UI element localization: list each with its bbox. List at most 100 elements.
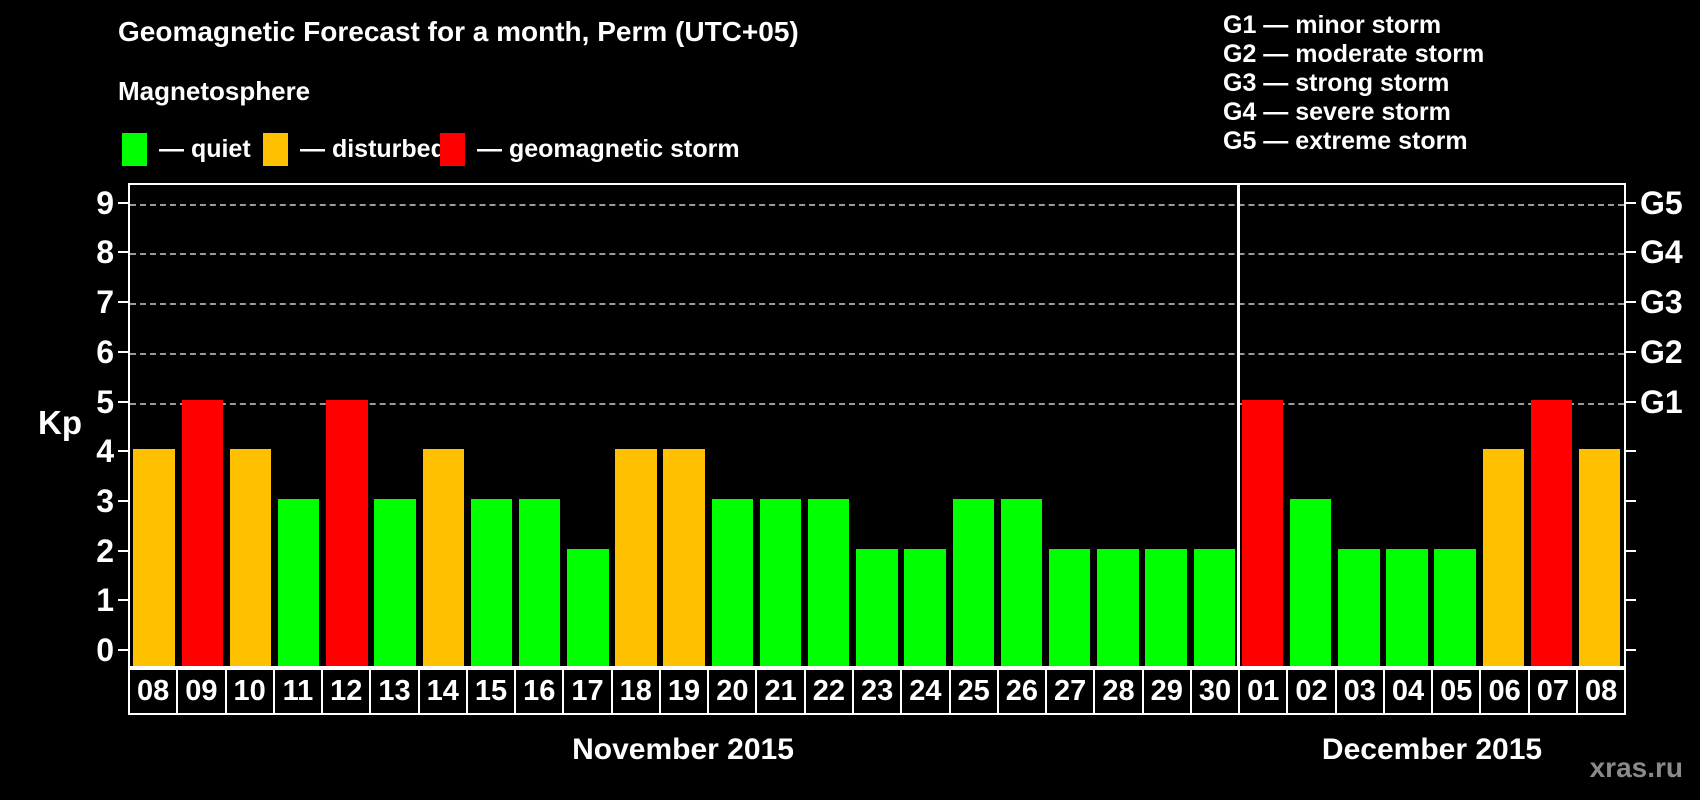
legend-item-storm: — geomagnetic storm (440, 132, 740, 166)
kp-bar-november-13 (374, 498, 416, 666)
left-tick-mark (118, 649, 128, 651)
legend-item-quiet: — quiet (122, 132, 251, 166)
kp-bar-november-23 (856, 548, 898, 666)
bar-cell (419, 185, 467, 666)
date-label-december-02: 02 (1286, 668, 1337, 715)
date-label-december-06: 06 (1479, 668, 1530, 715)
date-label-november-17: 17 (562, 668, 613, 715)
date-label-december-05: 05 (1431, 668, 1482, 715)
right-tick-mark (1626, 301, 1636, 304)
plot-area (128, 183, 1626, 668)
kp-bar-november-24 (904, 548, 946, 666)
date-label-november-13: 13 (369, 668, 420, 715)
kp-bar-december-02 (1289, 498, 1332, 666)
date-label-november-23: 23 (851, 668, 903, 715)
kp-bar-november-21 (759, 498, 802, 666)
kp-bar-december-03 (1338, 548, 1380, 666)
left-tick-mark (118, 499, 128, 502)
kp-tick-label-0: 0 (96, 632, 114, 668)
bar-cell (1046, 185, 1094, 666)
kp-bar-november-22 (808, 498, 850, 666)
bar-cell (949, 185, 997, 666)
kp-bar-december-07 (1530, 399, 1573, 666)
bar-cell (178, 185, 226, 666)
date-label-december-04: 04 (1382, 668, 1434, 715)
date-label-november-26: 26 (996, 668, 1048, 715)
legend-label-quiet: — quiet (159, 134, 251, 163)
storm-color-swatch (440, 132, 465, 166)
date-label-november-14: 14 (417, 668, 468, 715)
kp-tick-label-2: 2 (96, 532, 114, 569)
page-title: Geomagnetic Forecast for a month, Perm (… (118, 16, 799, 47)
disturbed-color-swatch (263, 132, 288, 166)
kp-bar-december-01 (1241, 399, 1284, 666)
bar-cell (1576, 185, 1624, 666)
bar-cell (467, 185, 515, 666)
date-label-row: 08 09 10 11 12 13 14 15 16 17 18 19 20 21 22 23 24 25 26 27… (128, 668, 1627, 715)
kp-bar-december-05 (1434, 548, 1476, 666)
left-tick-mark (118, 350, 128, 353)
bar-cell (1527, 185, 1575, 666)
left-tick-mark (118, 450, 128, 453)
month-caption-december: December 2015 (1321, 733, 1543, 766)
kp-tick-label-7: 7 (96, 284, 114, 321)
right-tick-mark (1626, 251, 1636, 254)
date-label-november-28: 28 (1093, 668, 1144, 715)
kp-bar-december-06 (1482, 449, 1525, 666)
bar-cell (853, 185, 901, 666)
month-separator-line (1237, 185, 1241, 666)
kp-bar-november-28 (1097, 548, 1139, 666)
date-label-november-22: 22 (803, 668, 854, 715)
watermark-xras: xras.ru (1589, 752, 1683, 783)
date-label-november-29: 29 (1141, 668, 1192, 715)
kp-tick-label-5: 5 (96, 383, 114, 420)
kp-bar-november-12 (326, 399, 368, 666)
bar-cell (1479, 185, 1527, 666)
bar-cell (901, 185, 949, 666)
date-label-december-01: 01 (1238, 668, 1289, 715)
g-legend-line: G4 — severe storm (1223, 98, 1451, 126)
bar-cell (805, 185, 853, 666)
date-label-december-03: 03 (1334, 668, 1385, 715)
date-label-november-10: 10 (224, 668, 275, 715)
bar-cell (1287, 185, 1335, 666)
g-tick-label-g4: G4 (1640, 234, 1683, 271)
bar-cell (130, 185, 178, 666)
bar-cell (1335, 185, 1383, 666)
g-tick-label-g1: G1 (1640, 383, 1683, 420)
bar-cell (226, 185, 274, 666)
kp-bar-november-16 (518, 498, 561, 666)
g-scale-legend: G1 — minor storm G2 — moderate storm G3 — … (1223, 11, 1484, 156)
date-label-november-27: 27 (1045, 668, 1096, 715)
bar-cell (1142, 185, 1190, 666)
left-tick-mark (118, 251, 128, 254)
right-tick-mark (1626, 499, 1636, 502)
date-label-november-15: 15 (465, 668, 517, 715)
bar-cell (1190, 185, 1238, 666)
kp-bar-november-18 (615, 449, 657, 666)
kp-bar-november-30 (1193, 548, 1235, 666)
kp-bar-november-09 (181, 399, 223, 666)
month-caption-november: November 2015 (572, 733, 794, 766)
bar-cell (275, 185, 323, 666)
bar-cell (516, 185, 564, 666)
date-label-november-21: 21 (755, 668, 806, 715)
kp-bar-november-10 (229, 449, 272, 666)
gridline-kp-5 (130, 402, 1624, 405)
gridline-kp-9 (130, 203, 1624, 206)
kp-bar-november-08 (133, 449, 175, 666)
date-label-november-12: 12 (321, 668, 372, 715)
kp-bar-november-20 (711, 498, 754, 666)
bar-cell (323, 185, 371, 666)
g-tick-label-g3: G3 (1640, 284, 1683, 321)
kp-bar-november-19 (663, 449, 705, 666)
left-tick-mark (118, 549, 128, 552)
gridline-kp-6 (130, 352, 1624, 355)
kp-tick-label-8: 8 (96, 234, 114, 271)
date-label-december-08: 08 (1575, 668, 1627, 715)
g-legend-line: G5 — extreme storm (1223, 127, 1468, 155)
legend-item-disturbed: — disturbed (263, 132, 446, 166)
date-label-november-20: 20 (707, 668, 758, 715)
kp-tick-label-1: 1 (96, 582, 114, 619)
